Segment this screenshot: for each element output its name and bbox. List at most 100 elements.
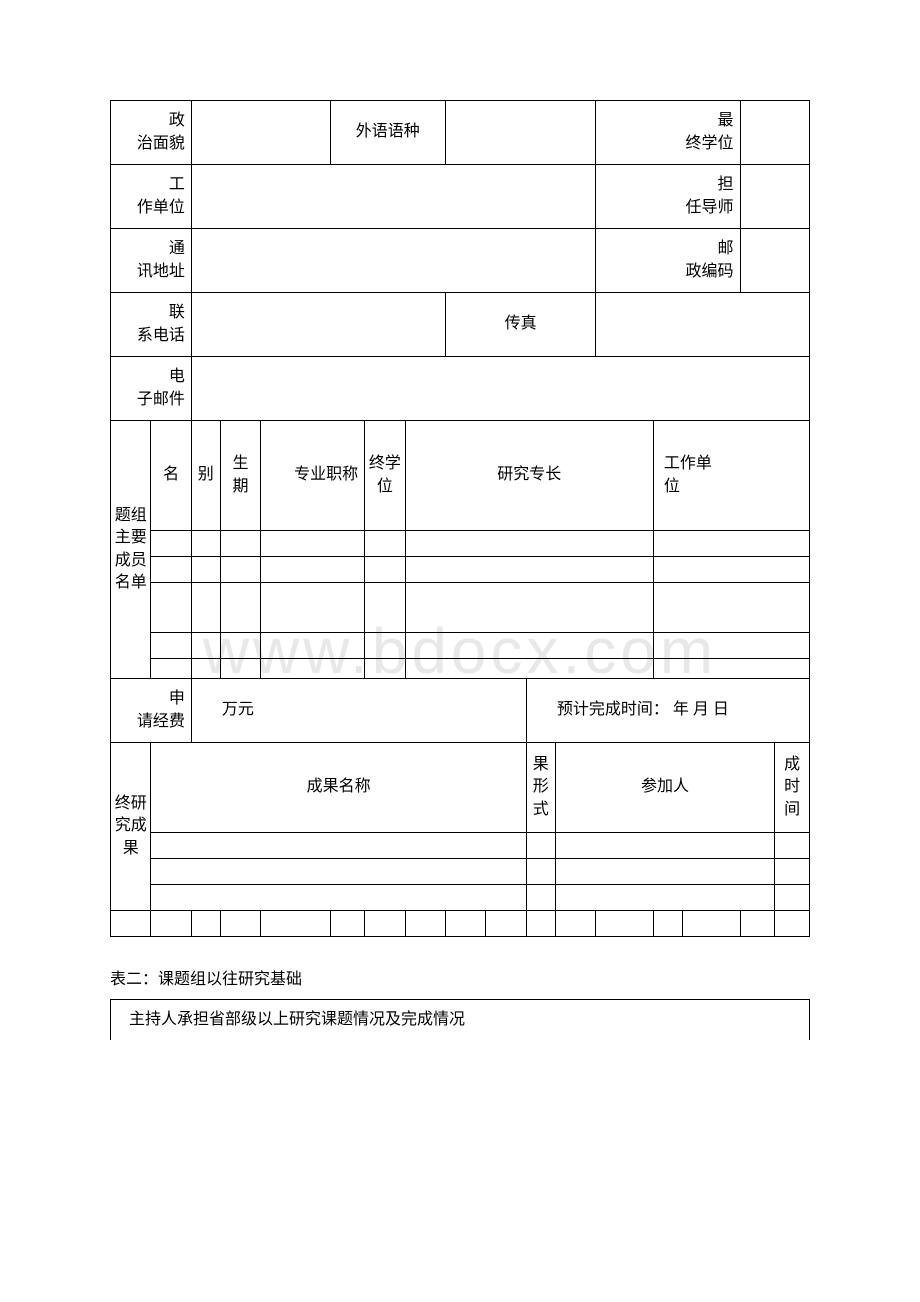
phone-value [191,293,445,357]
final-degree-value [740,101,809,165]
participants-3 [555,885,774,911]
member-unit-5 [653,659,809,679]
fax-value [596,293,810,357]
bottom-4 [220,911,260,937]
member-unit-2 [653,557,809,583]
participants-2 [555,859,774,885]
final-result-header: 终研究成果 [111,743,151,911]
fax-label: 传真 [446,293,596,357]
foreign-lang-label: 外语语种 [330,101,446,165]
member-specialty-1 [405,531,653,557]
result-form-2 [526,859,555,885]
address-label: 通讯地址 [111,229,192,293]
political-label: 政治面貌 [111,101,192,165]
bottom-9 [446,911,486,937]
result-form-1 [526,833,555,859]
postcode-label: 邮政编码 [596,229,740,293]
member-name-2 [151,557,191,583]
bottom-11 [526,911,555,937]
result-name-1 [151,833,526,859]
bottom-14 [653,911,682,937]
final-degree-label: 最终学位 [596,101,740,165]
member-birth-4 [220,633,260,659]
work-unit-label: 工作单位 [111,165,192,229]
member-name-1 [151,531,191,557]
fee-label: 申请经费 [111,679,192,743]
bottom-6 [330,911,365,937]
result-time-3 [775,885,810,911]
col-gender: 别 [191,421,220,531]
bottom-16 [740,911,775,937]
bottom-1 [111,911,151,937]
member-title-4 [261,633,365,659]
work-unit-value [191,165,595,229]
member-degree-3 [365,583,405,633]
table2: 主持人承担省部级以上研究课题情况及完成情况 [110,999,810,1040]
bottom-5 [261,911,330,937]
result-name-3 [151,885,526,911]
member-title-2 [261,557,365,583]
member-title-5 [261,659,365,679]
member-gender-4 [191,633,220,659]
member-gender-5 [191,659,220,679]
table2-header: 主持人承担省部级以上研究课题情况及完成情况 [111,1000,810,1040]
result-time-2 [775,859,810,885]
member-birth-1 [220,531,260,557]
member-unit-1 [653,531,809,557]
bottom-8 [405,911,445,937]
member-title-3 [261,583,365,633]
phone-label: 联系电话 [111,293,192,357]
email-label: 电子邮件 [111,357,192,421]
result-time-label: 成时间 [775,743,810,833]
bottom-7 [365,911,405,937]
member-birth-5 [220,659,260,679]
bottom-13 [596,911,654,937]
col-specialty: 研究专长 [405,421,653,531]
member-gender-1 [191,531,220,557]
bottom-15 [682,911,740,937]
member-specialty-5 [405,659,653,679]
supervisor-label: 担任导师 [596,165,740,229]
result-name-label: 成果名称 [151,743,526,833]
member-degree-5 [365,659,405,679]
member-specialty-4 [405,633,653,659]
fee-value: 万元 [191,679,526,743]
member-unit-4 [653,633,809,659]
bottom-3 [191,911,220,937]
foreign-lang-value [446,101,596,165]
member-name-5 [151,659,191,679]
member-gender-3 [191,583,220,633]
member-specialty-3 [405,583,653,633]
section2-title: 表二：课题组以往研究基础 [110,965,810,989]
completion-label: 预计完成时间： 年 月 日 [526,679,809,743]
col-name: 名 [151,421,191,531]
bottom-17 [775,911,810,937]
postcode-value [740,229,809,293]
member-birth-2 [220,557,260,583]
result-name-2 [151,859,526,885]
col-degree: 终学位 [365,421,405,531]
member-degree-4 [365,633,405,659]
participants-1 [555,833,774,859]
member-gender-2 [191,557,220,583]
address-value [191,229,595,293]
bottom-10 [486,911,526,937]
bottom-12 [555,911,595,937]
member-name-3 [151,583,191,633]
member-birth-3 [220,583,260,633]
member-degree-2 [365,557,405,583]
member-unit-3 [653,583,809,633]
bottom-2 [151,911,191,937]
result-time-1 [775,833,810,859]
supervisor-value [740,165,809,229]
col-workunit: 工作单位 [653,421,809,531]
result-form-label: 果形式 [526,743,555,833]
political-value [191,101,330,165]
col-birth: 生期 [220,421,260,531]
member-name-4 [151,633,191,659]
col-title: 专业职称 [261,421,365,531]
main-form-table: 政治面貌 外语语种 最终学位 工作单位 担任导师 通讯地址 邮政编码 联系电话 … [110,100,810,937]
member-title-1 [261,531,365,557]
participants-label: 参加人 [555,743,774,833]
group-header: 题组主要成员名单 [111,421,151,679]
